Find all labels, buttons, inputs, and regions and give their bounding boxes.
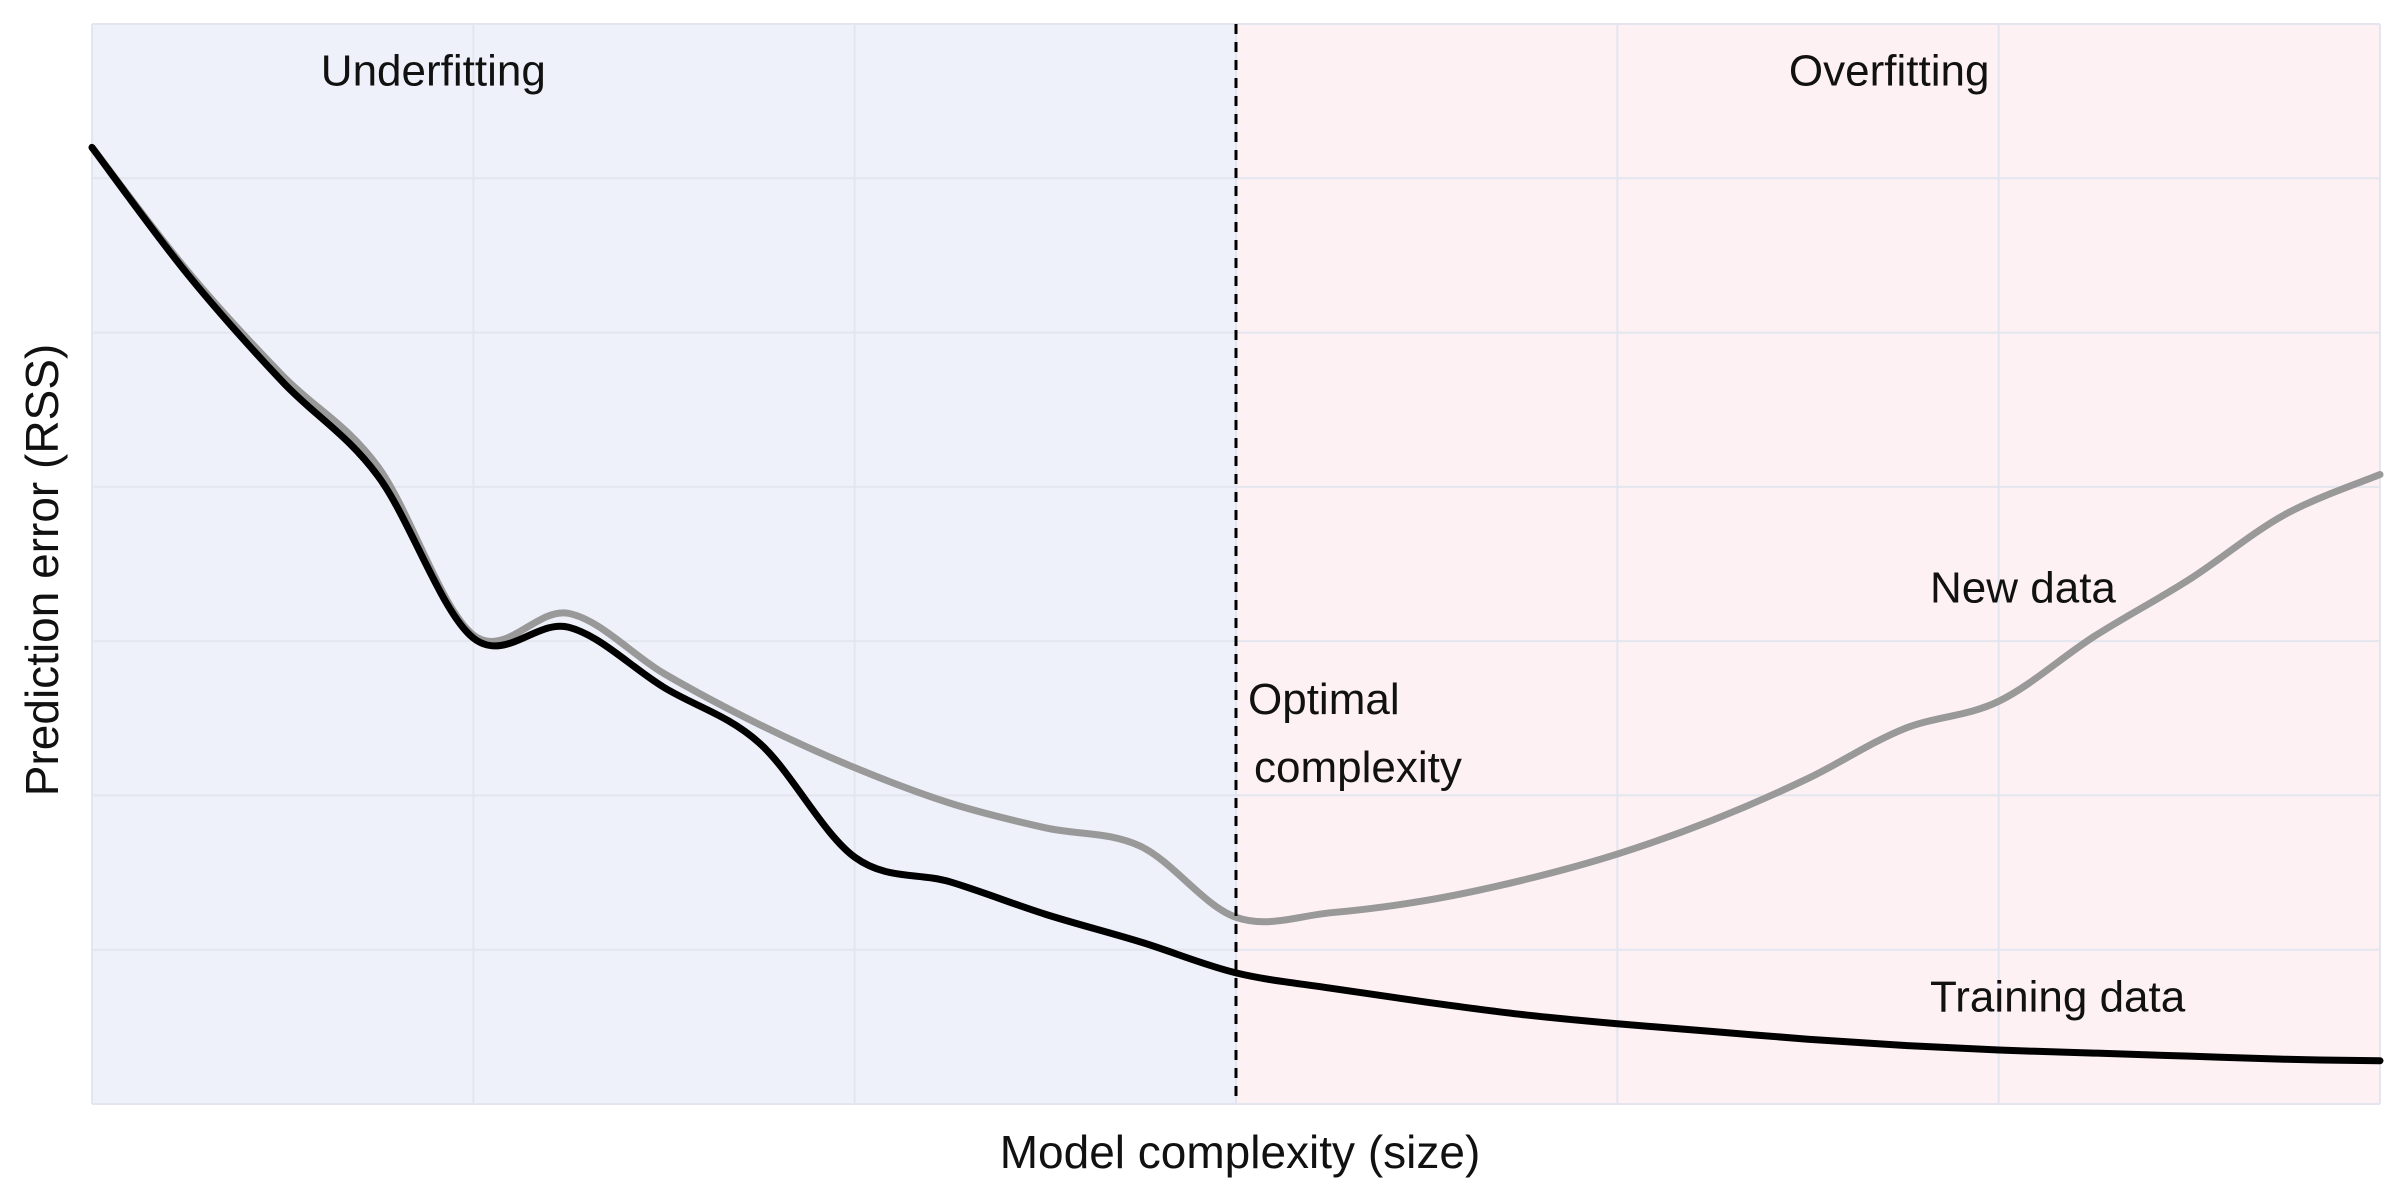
optimal-label: Optimal (1248, 675, 1400, 724)
region-underfitting (92, 24, 1236, 1104)
annotations-layer: Underfitting Overfitting New data Training … (321, 47, 2186, 1022)
annotation-new-data: New data (1930, 564, 2116, 613)
y-axis-label: Prediction error (RSS) (16, 344, 68, 796)
series-line-training-data (88, 143, 2384, 1065)
annotation-overfitting: Overfitting (1789, 47, 1990, 96)
annotation-training-data: Training data (1930, 972, 2186, 1021)
region-overfitting (1236, 24, 2380, 1104)
complexity-label: complexity (1254, 743, 1462, 792)
annotation-underfitting: Underfitting (321, 47, 546, 96)
optimal-complexity-label: Optimal complexity (1248, 675, 1462, 792)
series-layer (88, 143, 2384, 1065)
x-axis-label: Model complexity (size) (1000, 1126, 1481, 1178)
region-backgrounds (92, 24, 2380, 1104)
